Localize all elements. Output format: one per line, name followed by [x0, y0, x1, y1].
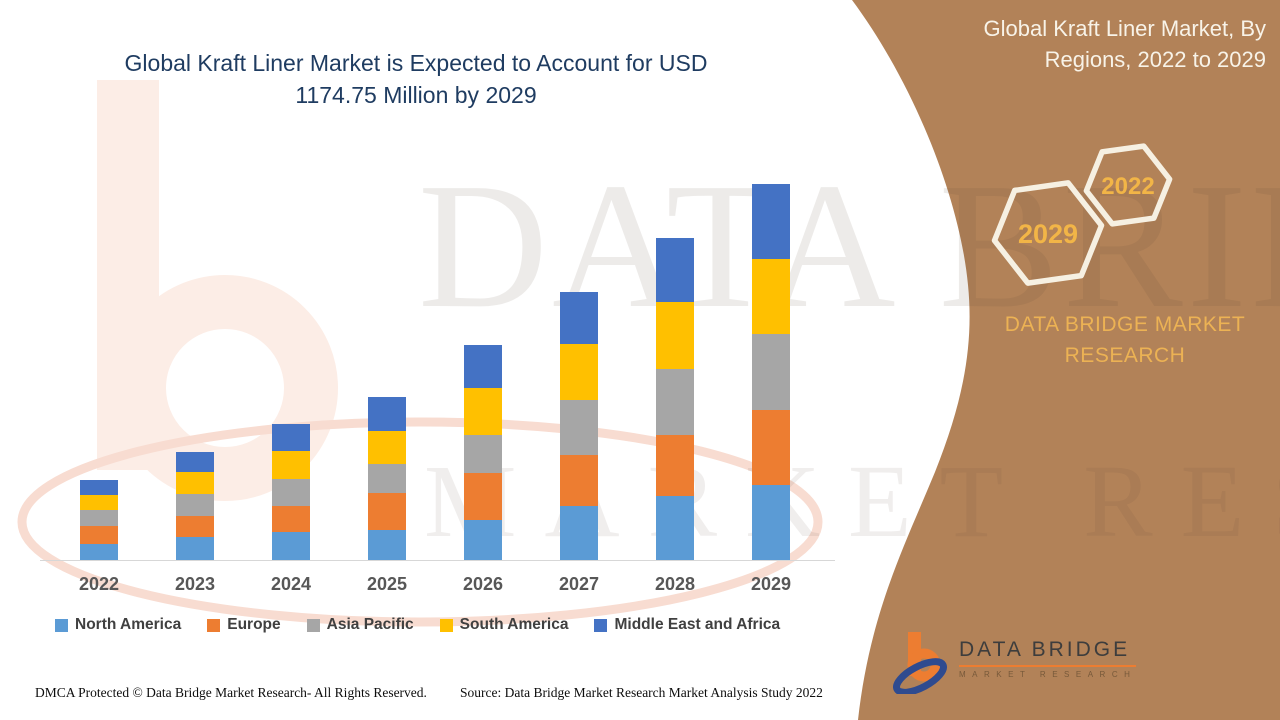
bar-segment-middle-east-and-africa-2028	[656, 238, 694, 303]
bar-segment-middle-east-and-africa-2026	[464, 345, 502, 388]
bar-segment-middle-east-and-africa-2024	[272, 424, 310, 452]
bar-2023	[176, 452, 214, 560]
axis-label-2026: 2026	[462, 574, 504, 594]
bar-segment-middle-east-and-africa-2022	[80, 479, 118, 495]
footer-dmca-text: DMCA Protected © Data Bridge Market Rese…	[35, 685, 427, 700]
logo-name-text: DATA BRIDGE	[959, 638, 1137, 667]
bar-segment-asia-pacific-2026	[464, 434, 502, 474]
panel-heading-line2: Regions, 2022 to 2029	[1044, 47, 1266, 72]
panel-heading-line1: Global Kraft Liner Market, By	[983, 16, 1266, 41]
bar-2025	[368, 397, 406, 560]
legend-item-asia-pacific: Asia Pacific	[306, 616, 414, 634]
hexagon-badges: 2029 2022	[991, 143, 1173, 286]
bar-segment-europe-2025	[368, 492, 406, 531]
bar-segment-north-america-2024	[272, 532, 310, 560]
bar-segment-north-america-2027	[560, 505, 598, 560]
chart-title-line2: 1174.75 Million by 2029	[295, 82, 537, 108]
bar-segment-europe-2022	[80, 525, 118, 544]
brand-text: DATA BRIDGE MARKET RESEARCH	[958, 309, 1280, 371]
bar-segment-north-america-2023	[176, 537, 214, 560]
data-bridge-logo: DATA BRIDGE MARKET RESEARCH	[893, 632, 1137, 694]
bar-segment-asia-pacific-2029	[752, 334, 790, 411]
chart-title-line1: Global Kraft Liner Market is Expected to…	[124, 50, 708, 76]
chart-title: Global Kraft Liner Market is Expected to…	[60, 47, 772, 111]
chart-legend: North America Europe Asia Pacific South Ame…	[55, 616, 845, 634]
bar-2026	[464, 345, 502, 560]
bar-segment-south-america-2024	[272, 451, 310, 480]
bar-segment-north-america-2026	[464, 519, 502, 560]
bar-segment-south-america-2022	[80, 494, 118, 510]
bar-segment-middle-east-and-africa-2027	[560, 292, 598, 345]
bar-segment-south-america-2029	[752, 258, 790, 335]
bar-segment-europe-2024	[272, 505, 310, 533]
bar-segment-south-america-2025	[368, 430, 406, 464]
bar-segment-europe-2028	[656, 434, 694, 497]
logo-sub-text: MARKET RESEARCH	[959, 670, 1137, 679]
hexagon-2022-outline	[1083, 143, 1173, 227]
bar-2029	[752, 184, 790, 560]
bar-segment-north-america-2029	[752, 484, 790, 560]
bar-segment-north-america-2025	[368, 530, 406, 560]
bar-segment-europe-2027	[560, 455, 598, 506]
bar-segment-asia-pacific-2022	[80, 509, 118, 526]
legend-label: North America	[75, 616, 182, 633]
bar-segment-north-america-2028	[656, 496, 694, 560]
legend-swatch-icon	[306, 618, 320, 632]
bar-2024	[272, 424, 310, 560]
bar-segment-asia-pacific-2027	[560, 399, 598, 456]
axis-label-2025: 2025	[366, 574, 408, 594]
bar-segment-south-america-2027	[560, 344, 598, 400]
axis-label-2023: 2023	[174, 574, 216, 594]
bar-2027	[560, 292, 598, 560]
bar-segment-middle-east-and-africa-2023	[176, 452, 214, 472]
legend-label: Europe	[227, 616, 281, 633]
legend-swatch-icon	[207, 618, 221, 632]
legend-label: South America	[459, 616, 569, 633]
bar-segment-south-america-2026	[464, 387, 502, 435]
bar-segment-asia-pacific-2028	[656, 368, 694, 435]
bar-segment-south-america-2028	[656, 302, 694, 369]
legend-label: Middle East and Africa	[614, 616, 781, 633]
brand-text-line1: DATA BRIDGE MARKET	[1004, 313, 1246, 336]
axis-label-2022: 2022	[78, 574, 120, 594]
axis-label-2027: 2027	[558, 574, 600, 594]
bar-2028	[656, 238, 694, 560]
bar-segment-asia-pacific-2025	[368, 463, 406, 493]
hexagon-2029-label: 2029	[1018, 219, 1078, 249]
axis-label-2029: 2029	[750, 574, 792, 594]
bar-segment-south-america-2023	[176, 471, 214, 494]
legend-swatch-icon	[55, 618, 68, 632]
hexagon-2029-outline	[991, 180, 1105, 286]
plot-area: 2022 2023 2024 2025 2026 2027 2028 2029	[40, 180, 835, 594]
legend-item-north-america: North America	[55, 616, 181, 634]
bar-segment-europe-2023	[176, 516, 214, 538]
legend-swatch-icon	[594, 618, 608, 632]
axis-label-2024: 2024	[270, 574, 312, 594]
bar-segment-north-america-2022	[80, 544, 118, 560]
hexagon-2022-label: 2022	[1101, 173, 1154, 200]
bar-segment-asia-pacific-2023	[176, 493, 214, 517]
legend-swatch-icon	[439, 618, 453, 632]
bar-segment-asia-pacific-2024	[272, 479, 310, 506]
bar-segment-europe-2029	[752, 410, 790, 485]
brand-text-line2: RESEARCH	[1064, 344, 1186, 367]
footer-source-text: Source: Data Bridge Market Research Mark…	[460, 685, 823, 700]
axis-label-2028: 2028	[654, 574, 696, 594]
legend-label: Asia Pacific	[326, 616, 414, 633]
bar-segment-middle-east-and-africa-2025	[368, 397, 406, 431]
data-bridge-logo-mark-icon	[893, 632, 947, 694]
legend-item-middle-east-and-africa: Middle East and Africa	[594, 616, 780, 634]
legend-item-europe: Europe	[207, 616, 281, 634]
bar-2022	[80, 479, 118, 560]
bar-segment-europe-2026	[464, 473, 502, 520]
bar-segment-middle-east-and-africa-2029	[752, 184, 790, 259]
legend-item-south-america: South America	[439, 616, 569, 634]
panel-heading: Global Kraft Liner Market, By Regions, 2…	[846, 13, 1266, 75]
